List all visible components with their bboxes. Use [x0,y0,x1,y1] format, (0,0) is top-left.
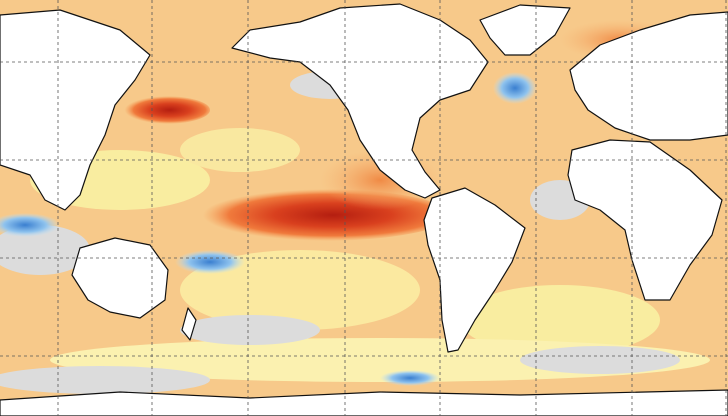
africa [567,139,723,301]
yellow-patch [180,128,300,172]
cold-anomaly [380,370,440,386]
europe [569,11,728,141]
new-zealand [181,307,197,341]
yellow-patch [460,285,660,355]
cold-anomaly [0,213,60,237]
antarctica [0,389,728,416]
gray-patch [0,366,210,394]
cold-anomaly [493,72,537,104]
north-america [231,3,489,199]
gray-patch [520,346,680,374]
warm-anomaly [120,96,210,124]
greenland [479,4,571,56]
south-america [423,187,526,353]
cold-anomaly [175,250,245,274]
gray-patch [0,225,90,275]
yellow-patch [180,250,420,330]
yellow-patch [50,338,710,382]
gray-patch [180,315,320,345]
anomaly-patches [0,71,710,394]
